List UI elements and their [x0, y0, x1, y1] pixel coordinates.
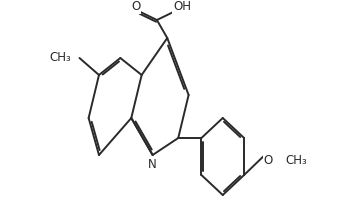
Text: CH₃: CH₃: [285, 153, 307, 166]
Text: O: O: [263, 153, 272, 166]
Text: N: N: [148, 159, 157, 171]
Text: OH: OH: [173, 0, 191, 13]
Text: CH₃: CH₃: [49, 52, 71, 64]
Text: O: O: [131, 0, 140, 13]
